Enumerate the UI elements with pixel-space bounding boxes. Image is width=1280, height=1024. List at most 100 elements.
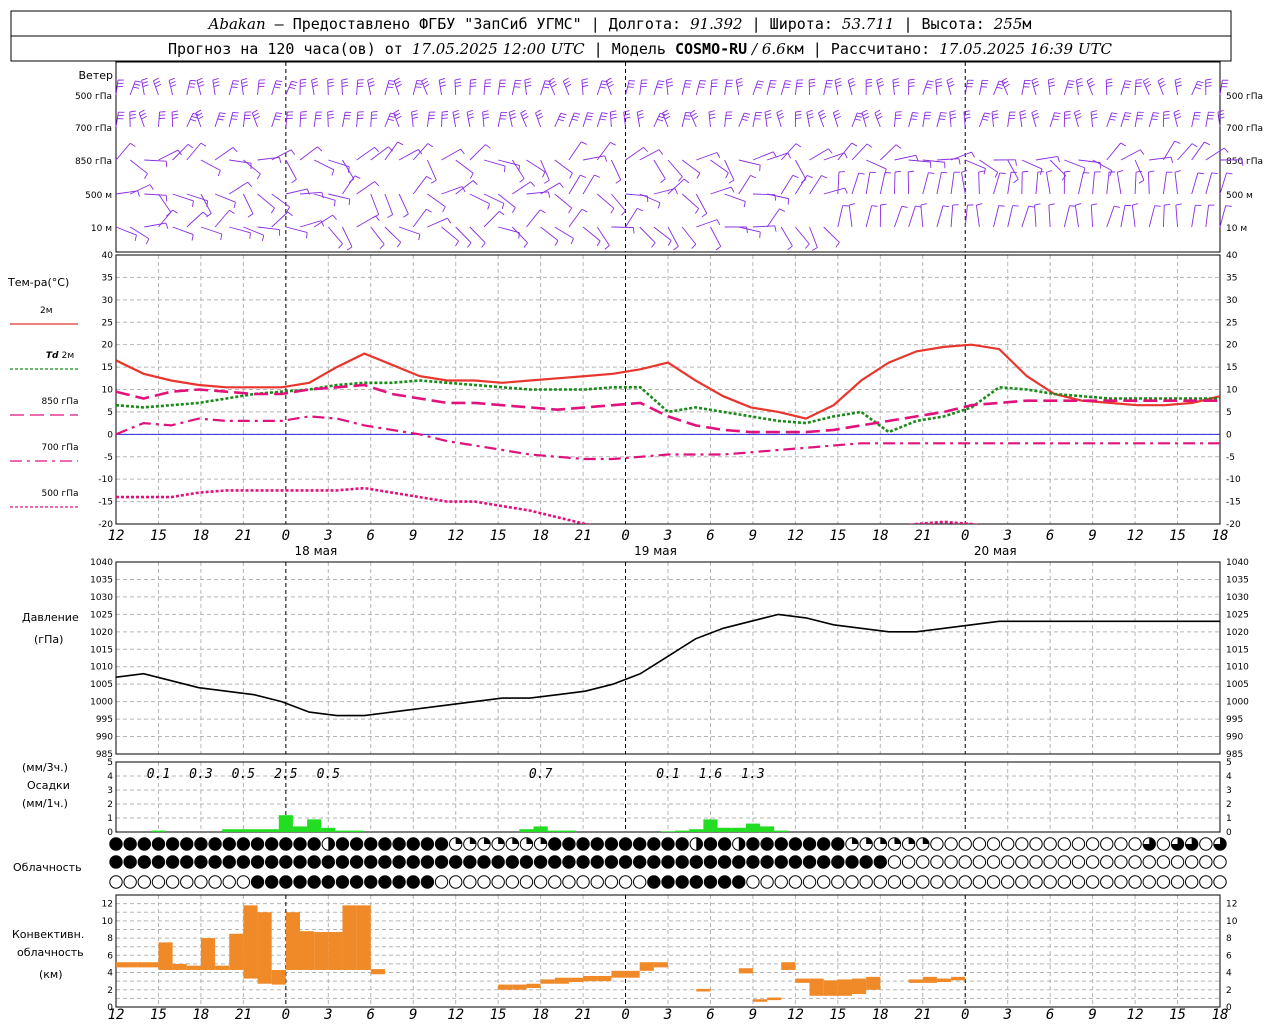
wind-barb-feather	[466, 109, 473, 113]
wind-barb	[356, 146, 375, 161]
hour-tick-label: 9	[409, 528, 417, 544]
wind-barb-feather	[819, 112, 826, 117]
wind-barb	[271, 193, 290, 208]
wind-barb-feather	[983, 168, 986, 175]
wind-barb	[498, 226, 520, 234]
wind-barb-feather	[254, 115, 261, 120]
wind-barb-feather	[998, 205, 1005, 207]
wind-barb-feather	[1205, 78, 1212, 81]
wind-barb	[605, 80, 612, 96]
wind-barb-feather	[213, 84, 220, 88]
wind-barb	[1205, 147, 1225, 161]
wind-barb-feather	[395, 115, 402, 120]
cloud-symbol-fill	[831, 855, 845, 869]
wind-barb	[1162, 172, 1167, 195]
wind-barb-feather	[795, 117, 802, 120]
wind-barb-feather	[764, 110, 771, 113]
conv-bar	[866, 976, 881, 990]
temp-tick-left: -15	[98, 498, 113, 508]
wind-barb-feather	[213, 81, 220, 84]
wind-barb-feather	[290, 149, 296, 155]
wind-barb	[964, 80, 969, 96]
wind-barb	[806, 112, 810, 128]
wind-barb-feather	[1191, 143, 1198, 148]
wind-barb-feather	[866, 85, 873, 88]
wind-barb-feather	[778, 115, 785, 120]
wind-barb	[1063, 205, 1071, 228]
wind-barb-feather	[439, 77, 445, 81]
cloud-symbol-fill	[506, 855, 519, 869]
wind-barb	[1175, 205, 1178, 228]
pressure-tick-left: 1000	[90, 698, 113, 708]
wind-barb-feather	[564, 80, 570, 85]
cloud-symbol-fill	[746, 837, 760, 851]
wind-barb-feather	[1225, 205, 1232, 207]
wind-barb-feather	[1154, 205, 1161, 207]
wind-barb-feather	[1152, 115, 1159, 117]
wind-barb-feather	[563, 77, 569, 82]
wind-barb	[922, 172, 929, 195]
cloud-symbol-fill	[364, 837, 377, 851]
wind-barb	[908, 112, 913, 128]
wind-barb-feather	[1022, 170, 1029, 173]
temp-tick-right: 30	[1226, 296, 1238, 306]
cloud-symbol-fill	[407, 875, 420, 889]
cloud-symbol	[236, 875, 251, 889]
hour-tick-label: 21	[575, 528, 592, 544]
cloud-symbol-fill	[180, 855, 193, 869]
wind-barb-feather	[547, 191, 551, 198]
precip-tick-right: 1	[1226, 814, 1232, 824]
wind-barb-feather	[130, 142, 136, 147]
conv-bar	[512, 984, 527, 990]
cloud-symbol	[1184, 875, 1199, 889]
wind-barb-feather	[608, 83, 614, 88]
pressure-tick-left: 1035	[90, 575, 113, 585]
wind-barb	[285, 80, 293, 96]
wind-barb-feather	[1109, 118, 1116, 121]
temp-legend-text: 2м	[62, 351, 75, 361]
wind-barb	[780, 80, 786, 96]
wind-barb-feather	[1061, 175, 1067, 181]
hour-tick-label: 18	[872, 1007, 889, 1023]
wind-barb-feather	[1069, 205, 1076, 207]
wind-barb	[922, 112, 926, 128]
wind-barb	[554, 193, 572, 209]
wind-barb	[1134, 80, 1137, 96]
wind-barb-feather	[232, 111, 239, 114]
wind-barb-feather	[455, 85, 462, 88]
cloud-symbol-fill	[605, 855, 618, 869]
wind-barb-feather	[171, 110, 179, 113]
conv-bar	[837, 979, 852, 996]
wind-barb-feather	[1175, 203, 1182, 206]
wind-barb	[1217, 112, 1221, 128]
wind-barb-feather	[397, 141, 404, 146]
wind-barb	[328, 193, 350, 200]
cloud-symbol-fill	[138, 837, 151, 851]
wind-barb-feather	[423, 83, 430, 88]
wind-barb	[512, 181, 531, 195]
wind-barb-feather	[317, 146, 323, 152]
precip-bar	[236, 829, 251, 832]
cloud-symbol-fill	[194, 837, 208, 851]
cloud-symbol-fill	[449, 855, 462, 869]
wind-barb-feather	[1109, 170, 1113, 177]
wind-barb-feather	[601, 80, 608, 83]
cloud-symbol	[1085, 875, 1100, 889]
wind-barb-feather	[396, 242, 402, 248]
wind-barb-feather	[241, 78, 248, 81]
wind-barb	[780, 226, 793, 247]
wind-barb-feather	[787, 152, 792, 159]
conv-bar	[583, 975, 598, 982]
cloud-symbol	[1156, 837, 1171, 851]
conv-bar	[795, 978, 810, 983]
wind-barb-feather	[807, 116, 814, 120]
wind-barb-feather	[327, 81, 334, 84]
wind-barb	[356, 181, 375, 195]
wind-barb	[548, 81, 556, 96]
wind-barb-feather	[958, 158, 961, 165]
precip-tick-left: 0	[107, 828, 113, 838]
wind-barb-feather	[928, 172, 935, 174]
wind-barb-feather	[1123, 86, 1130, 89]
cloud-symbol	[1128, 875, 1142, 889]
wind-barb-feather	[348, 199, 351, 206]
